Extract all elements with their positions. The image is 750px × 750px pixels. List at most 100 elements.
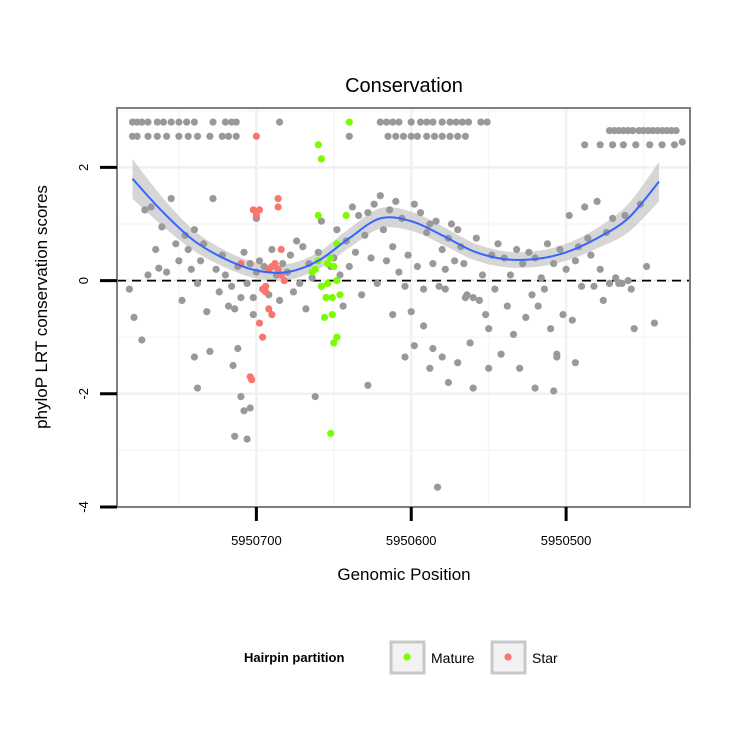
y-tick-label: 2	[76, 164, 91, 171]
point-star	[252, 211, 260, 220]
point-other	[302, 305, 310, 313]
point-other	[494, 240, 502, 248]
point-other	[550, 260, 558, 268]
point-other	[308, 274, 316, 282]
legend-marker-star	[504, 653, 512, 661]
point-other	[454, 132, 462, 140]
point-other	[540, 285, 549, 293]
point-other	[293, 237, 301, 245]
point-other	[441, 265, 449, 273]
point-other	[367, 254, 375, 262]
point-other	[232, 132, 240, 140]
smooth-line	[131, 178, 660, 274]
point-other	[351, 248, 360, 256]
point-mature	[330, 339, 338, 347]
point-other	[446, 132, 454, 140]
point-other	[650, 319, 659, 327]
point-mature	[328, 294, 336, 302]
point-other	[565, 211, 573, 220]
point-star	[255, 319, 264, 327]
point-other	[590, 282, 598, 290]
point-other	[553, 350, 561, 358]
point-other	[410, 200, 418, 208]
point-other	[184, 132, 192, 140]
point-other	[447, 220, 456, 228]
point-other	[423, 228, 431, 237]
point-other	[206, 132, 214, 140]
point-other	[163, 268, 171, 276]
point-other	[581, 141, 589, 149]
point-other	[336, 271, 344, 279]
point-other	[404, 251, 412, 259]
point-other	[138, 336, 146, 344]
point-other	[485, 325, 493, 333]
point-star	[274, 203, 282, 211]
point-other	[296, 279, 304, 287]
point-other	[389, 243, 397, 251]
point-other	[469, 384, 477, 392]
point-other	[497, 350, 505, 358]
point-other	[624, 277, 632, 285]
point-other	[446, 118, 454, 126]
point-other	[167, 118, 175, 126]
point-other	[249, 294, 257, 302]
point-other	[370, 200, 378, 208]
point-other	[193, 132, 202, 140]
point-other	[531, 384, 539, 392]
point-other	[618, 279, 626, 287]
point-other	[410, 342, 418, 350]
point-other	[672, 127, 680, 135]
point-other	[144, 118, 152, 126]
point-other	[389, 311, 397, 319]
point-other	[221, 271, 229, 279]
y-tick-label: -4	[76, 501, 91, 513]
point-other	[345, 132, 353, 140]
point-other	[358, 291, 366, 299]
point-other	[184, 245, 192, 254]
y-tick-label: -2	[76, 388, 91, 400]
point-other	[193, 384, 202, 392]
point-other	[183, 118, 191, 126]
point-other	[472, 234, 480, 242]
point-other	[596, 141, 604, 149]
point-other	[578, 282, 586, 290]
point-other	[209, 118, 217, 126]
point-other	[187, 265, 195, 273]
point-mature	[328, 311, 336, 319]
point-other	[392, 132, 400, 140]
point-other	[438, 132, 446, 140]
point-other	[364, 209, 372, 217]
point-other	[609, 141, 617, 149]
point-other	[593, 197, 601, 205]
legend-marker-mature	[403, 653, 411, 661]
point-other	[215, 288, 223, 296]
point-other	[441, 285, 449, 293]
point-other	[197, 257, 205, 265]
point-other	[423, 118, 431, 126]
point-other	[429, 344, 437, 353]
point-other	[234, 344, 242, 353]
point-star	[255, 206, 264, 214]
point-other	[432, 217, 440, 225]
point-other	[475, 296, 483, 304]
point-other	[629, 127, 637, 135]
point-other	[584, 234, 592, 242]
point-mature	[324, 260, 332, 268]
point-other	[361, 231, 369, 239]
point-star	[262, 288, 270, 296]
point-other	[438, 245, 446, 254]
point-mature	[317, 282, 325, 290]
point-other	[246, 260, 254, 268]
point-other	[423, 132, 431, 140]
point-other	[152, 245, 160, 254]
point-other	[438, 118, 446, 126]
x-tick-label: 5950600	[386, 533, 437, 548]
point-other	[643, 262, 651, 271]
point-other	[209, 195, 217, 203]
point-other	[416, 118, 425, 126]
point-other	[543, 240, 552, 248]
point-mature	[342, 211, 350, 220]
point-other	[407, 118, 415, 126]
point-other	[232, 118, 240, 126]
point-other	[401, 353, 409, 361]
